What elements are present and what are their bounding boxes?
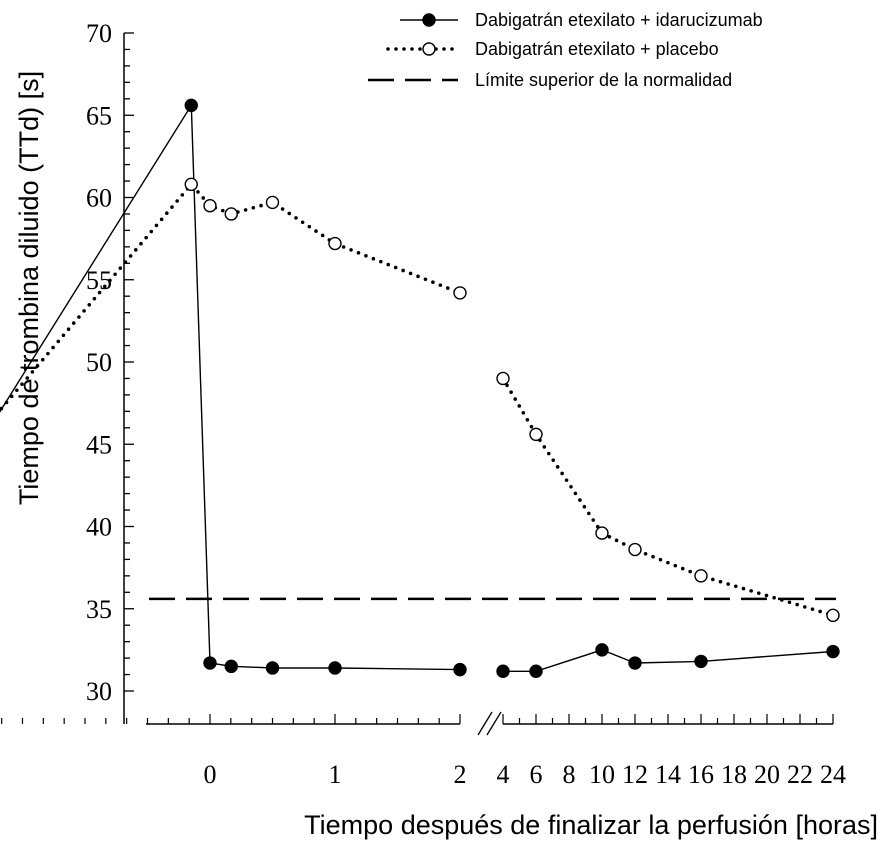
legend-label: Dabigatrán etexilato + placebo <box>475 39 719 59</box>
series-points <box>184 98 840 678</box>
series-2-point <box>328 236 342 251</box>
x-tick-label: 2 <box>454 760 467 789</box>
series-line-1 <box>502 649 834 672</box>
series-lines <box>0 103 835 672</box>
series-1-point <box>496 664 510 678</box>
y-tick-label: 35 <box>86 595 112 624</box>
series-2-point <box>595 526 609 540</box>
x-tick-label: 1 <box>329 760 342 789</box>
series-1-point <box>224 659 238 674</box>
series-1-point <box>826 644 840 659</box>
legend-label: Límite superior de la normalidad <box>475 70 732 90</box>
series-2-point <box>184 177 198 192</box>
y-tick-label: 50 <box>86 348 112 377</box>
x-tick-label: 20 <box>754 760 780 789</box>
x-tick-label: 12 <box>622 760 648 789</box>
series-2-point <box>529 427 543 442</box>
series-1-point <box>184 98 198 113</box>
series-line-2 <box>0 181 462 413</box>
legend: Dabigatrán etexilato + idarucizumab Dabig… <box>368 10 763 90</box>
x-tick-label: 16 <box>688 760 714 789</box>
series-2-point <box>694 569 708 583</box>
x-tick-label: 10 <box>589 760 615 789</box>
y-tick-label: 65 <box>86 101 112 130</box>
axis-break-mark <box>477 711 493 736</box>
series-2-point <box>628 542 642 557</box>
legend-marker <box>422 42 436 56</box>
x-tick-label: 8 <box>563 760 576 789</box>
y-tick-label: 45 <box>86 430 112 459</box>
axis-break-mark <box>486 711 502 736</box>
y-tick-label: 55 <box>86 266 112 295</box>
x-axis-title: Tiempo después de finalizar la perfusión… <box>304 810 878 840</box>
series-line-2 <box>501 376 835 618</box>
x-tick-label: 14 <box>655 760 681 789</box>
series-2-point <box>224 207 238 221</box>
series-1-point <box>453 662 467 677</box>
x-tick-label: 24 <box>820 760 846 789</box>
x-tick-label: 18 <box>721 760 747 789</box>
series-2-point <box>453 286 467 300</box>
series-2-point <box>826 608 840 623</box>
y-tick-label: 30 <box>86 677 112 706</box>
series-line-1 <box>0 103 461 671</box>
series-1-point <box>595 643 609 657</box>
series-2-point <box>265 195 280 210</box>
x-tick-label: 22 <box>787 760 813 789</box>
axes: 303540455055606570-201246810121416182022… <box>1 19 846 789</box>
x-tick-label: 4 <box>497 760 510 789</box>
series-2-point <box>203 199 217 213</box>
x-tick-label: 6 <box>530 760 543 789</box>
x-tick-label: 0 <box>204 760 217 789</box>
series-1-point <box>628 656 642 670</box>
series-1-point <box>203 656 217 670</box>
y-axis-title: Tiempo de trombina diluido (TTd) [s] <box>14 71 44 505</box>
y-tick-label: 60 <box>86 184 112 213</box>
series-1-point <box>265 661 280 675</box>
legend-label: Dabigatrán etexilato + idarucizumab <box>475 10 763 30</box>
series-1-point <box>529 664 543 678</box>
series-1-point <box>328 661 342 675</box>
legend-marker <box>422 13 436 27</box>
y-tick-label: 70 <box>86 19 112 48</box>
series-2-point <box>496 371 510 386</box>
y-tick-label: 40 <box>86 513 112 542</box>
series-1-point <box>694 654 708 669</box>
